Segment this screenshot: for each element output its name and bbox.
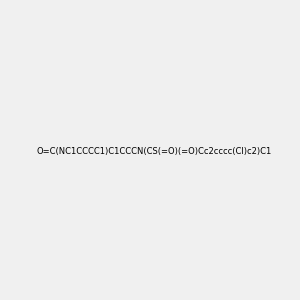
Text: O=C(NC1CCCC1)C1CCCN(CS(=O)(=O)Cc2cccc(Cl)c2)C1: O=C(NC1CCCC1)C1CCCN(CS(=O)(=O)Cc2cccc(Cl… — [36, 147, 272, 156]
